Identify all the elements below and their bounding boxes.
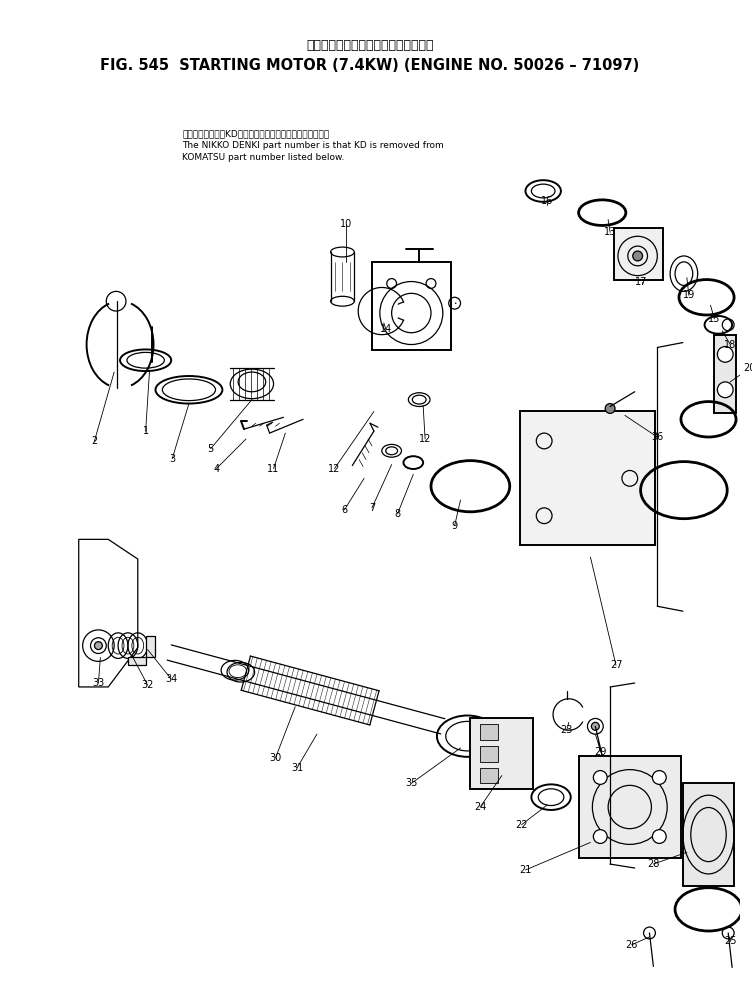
Circle shape: [95, 641, 102, 649]
Text: 17: 17: [635, 277, 647, 287]
Bar: [481, 724, 498, 740]
Circle shape: [653, 829, 666, 843]
Text: 3: 3: [169, 454, 175, 464]
Text: 15: 15: [708, 314, 720, 324]
Text: 7: 7: [368, 502, 375, 512]
Text: 12: 12: [329, 464, 341, 474]
Text: 25: 25: [724, 936, 736, 946]
Circle shape: [653, 770, 666, 784]
Text: 11: 11: [268, 464, 280, 474]
Text: 20: 20: [744, 363, 752, 374]
Text: 36: 36: [651, 432, 663, 442]
Bar: [614, 229, 663, 280]
Text: The NIKKO DENKI part number is that KD is removed from: The NIKKO DENKI part number is that KD i…: [182, 141, 444, 150]
Text: 18: 18: [724, 340, 736, 350]
Text: 6: 6: [341, 504, 347, 514]
Text: 16: 16: [541, 196, 553, 206]
Bar: [683, 783, 734, 886]
Circle shape: [593, 829, 607, 843]
Text: 13: 13: [604, 228, 616, 238]
Bar: [481, 746, 498, 762]
Bar: [520, 412, 655, 545]
Bar: [372, 262, 450, 351]
Text: 2: 2: [91, 436, 98, 446]
Text: FIG. 545  STARTING MOTOR (7.4KW) (ENGINE NO. 50026 – 71097): FIG. 545 STARTING MOTOR (7.4KW) (ENGINE …: [100, 58, 640, 73]
Circle shape: [632, 251, 642, 261]
Text: 10: 10: [340, 220, 353, 230]
Bar: [470, 718, 533, 789]
Circle shape: [591, 722, 599, 730]
Text: スターティングモータ　　　適用号機: スターティングモータ 適用号機: [306, 39, 434, 52]
Text: 33: 33: [92, 678, 105, 688]
Text: 34: 34: [165, 674, 177, 684]
Circle shape: [717, 347, 733, 363]
Text: 29: 29: [594, 747, 606, 757]
Text: 9: 9: [451, 520, 458, 530]
Text: 14: 14: [380, 324, 392, 334]
Text: KOMATSU part number listed below.: KOMATSU part number listed below.: [182, 153, 344, 162]
Circle shape: [717, 382, 733, 398]
Text: 32: 32: [141, 680, 154, 690]
Text: 19: 19: [683, 291, 695, 301]
Text: 27: 27: [610, 660, 622, 670]
Bar: [481, 767, 498, 783]
Bar: [714, 335, 736, 414]
Circle shape: [593, 770, 607, 784]
Text: 12: 12: [419, 434, 432, 444]
Polygon shape: [128, 635, 156, 665]
Text: 31: 31: [291, 762, 303, 772]
Text: 28: 28: [647, 859, 660, 869]
Text: 35: 35: [405, 778, 417, 788]
Text: 1: 1: [143, 427, 149, 437]
Circle shape: [605, 404, 615, 414]
Text: 24: 24: [474, 802, 487, 812]
Text: 品番のメーカ記号KDを除いたものが日興電機の品番です。: 品番のメーカ記号KDを除いたものが日興電機の品番です。: [182, 130, 329, 139]
Text: 21: 21: [520, 865, 532, 875]
Text: 8: 8: [395, 508, 401, 518]
Text: 23: 23: [560, 725, 573, 735]
Text: 5: 5: [208, 444, 214, 454]
Text: 26: 26: [626, 940, 638, 950]
Bar: [578, 756, 681, 858]
Text: •: •: [453, 301, 456, 306]
Text: 22: 22: [515, 820, 528, 830]
Text: 30: 30: [269, 753, 282, 763]
Text: 4: 4: [214, 464, 220, 474]
